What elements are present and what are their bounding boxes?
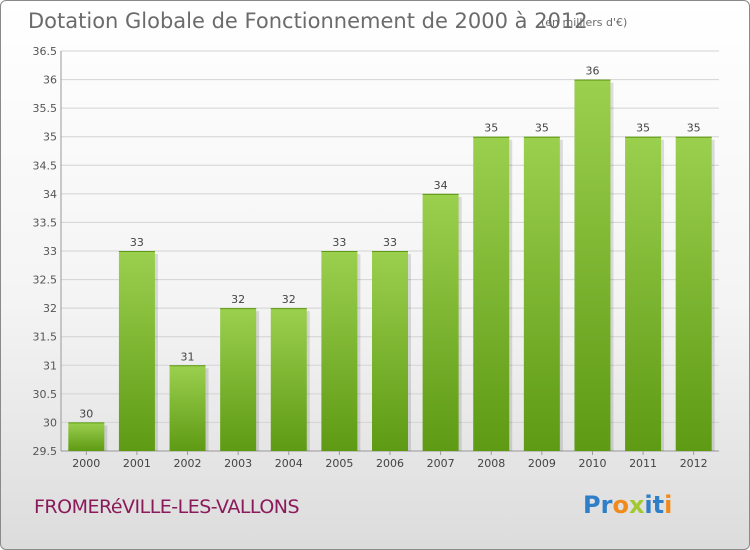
labels: 29.5 30 30.5 31 31.5 32 32.5 33 33.5 34 34.5 35 35.5…	[33, 45, 708, 470]
logo-letter: o	[612, 491, 629, 519]
bar-2010	[574, 79, 611, 452]
data-label: 35	[687, 122, 701, 135]
y-tick-label: 35.5	[33, 102, 58, 115]
x-tick-label: 2001	[123, 457, 151, 470]
y-tick-label: 29.5	[33, 445, 58, 458]
bar-2008	[473, 136, 510, 451]
data-label: 35	[636, 122, 650, 135]
y-tick-label: 31.5	[33, 331, 58, 344]
x-tick-label: 2008	[477, 457, 505, 470]
data-label: 33	[332, 236, 346, 249]
data-label: 32	[231, 293, 245, 306]
data-label: 31	[181, 350, 195, 363]
town-name: FROMERéVILLE-LES-VALLONS	[34, 496, 300, 518]
x-tick-label: 2004	[275, 457, 303, 470]
y-tick-label: 32	[43, 302, 57, 315]
chart-subtitle: (en milliers d'€)	[541, 16, 628, 29]
bar-2005	[321, 251, 358, 451]
y-tick-label: 32.5	[33, 274, 58, 287]
y-tick-label: 33.5	[33, 216, 58, 229]
x-tick-label: 2002	[174, 457, 202, 470]
x-tick-label: 2010	[578, 457, 606, 470]
proxiti-logo: Proxiti	[583, 491, 672, 519]
y-tick-label: 36	[43, 74, 57, 87]
logo-letter: i	[664, 491, 673, 519]
y-tick-label: 35	[43, 131, 57, 144]
bar-2004	[270, 308, 307, 451]
x-tick-label: 2000	[72, 457, 100, 470]
y-tick-label: 36.5	[33, 45, 58, 58]
bar-2009	[523, 136, 560, 451]
y-tick-label: 30	[43, 416, 57, 429]
bar-2012	[675, 136, 712, 451]
chart-title: Dotation Globale de Fonctionnement de 20…	[28, 9, 588, 33]
data-label: 33	[383, 236, 397, 249]
bar-2011	[625, 136, 662, 451]
data-label: 32	[282, 293, 296, 306]
data-label: 36	[585, 65, 599, 78]
data-label: 30	[79, 407, 93, 420]
bar-2000	[68, 422, 105, 451]
x-tick-label: 2007	[427, 457, 455, 470]
bar-2006	[372, 251, 408, 451]
bar-2001	[118, 251, 155, 451]
x-tick-label: 2009	[528, 457, 556, 470]
data-label: 35	[484, 122, 498, 135]
x-tick-label: 2006	[376, 457, 404, 470]
data-label: 33	[130, 236, 144, 249]
data-label: 34	[434, 179, 448, 192]
y-tick-label: 34.5	[33, 159, 58, 172]
y-tick-label: 30.5	[33, 388, 58, 401]
logo-letter: i	[644, 491, 653, 519]
bar-2003	[220, 308, 257, 451]
data-label: 35	[535, 122, 549, 135]
logo-letter: x	[628, 491, 645, 519]
x-tick-label: 2011	[629, 457, 657, 470]
y-tick-label: 31	[43, 359, 57, 372]
y-tick-label: 33	[43, 245, 57, 258]
logo-letter: r	[600, 491, 613, 519]
bars	[68, 79, 715, 452]
logo-letter: t	[652, 491, 665, 519]
y-tick-label: 34	[43, 188, 57, 201]
bar-2007	[422, 193, 459, 451]
x-tick-label: 2012	[680, 457, 708, 470]
x-tick-label: 2003	[224, 457, 252, 470]
bar-2002	[169, 365, 206, 451]
x-tick-label: 2005	[325, 457, 353, 470]
logo-letter: P	[583, 491, 601, 519]
